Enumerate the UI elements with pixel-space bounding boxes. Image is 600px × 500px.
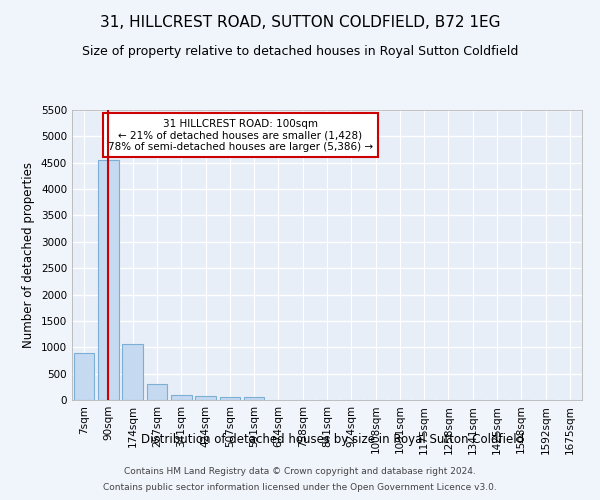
Text: Distribution of detached houses by size in Royal Sutton Coldfield: Distribution of detached houses by size … <box>142 432 524 446</box>
Bar <box>220 398 240 400</box>
Bar <box>98 160 119 400</box>
Text: Size of property relative to detached houses in Royal Sutton Coldfield: Size of property relative to detached ho… <box>82 45 518 58</box>
Text: 31 HILLCREST ROAD: 100sqm
← 21% of detached houses are smaller (1,428)
78% of se: 31 HILLCREST ROAD: 100sqm ← 21% of detac… <box>108 118 373 152</box>
Bar <box>74 352 94 400</box>
Bar <box>122 344 143 400</box>
Text: Contains HM Land Registry data © Crown copyright and database right 2024.: Contains HM Land Registry data © Crown c… <box>124 468 476 476</box>
Bar <box>195 396 216 400</box>
Bar <box>171 396 191 400</box>
Bar <box>146 384 167 400</box>
Bar <box>244 397 265 400</box>
Text: Contains public sector information licensed under the Open Government Licence v3: Contains public sector information licen… <box>103 482 497 492</box>
Y-axis label: Number of detached properties: Number of detached properties <box>22 162 35 348</box>
Text: 31, HILLCREST ROAD, SUTTON COLDFIELD, B72 1EG: 31, HILLCREST ROAD, SUTTON COLDFIELD, B7… <box>100 15 500 30</box>
